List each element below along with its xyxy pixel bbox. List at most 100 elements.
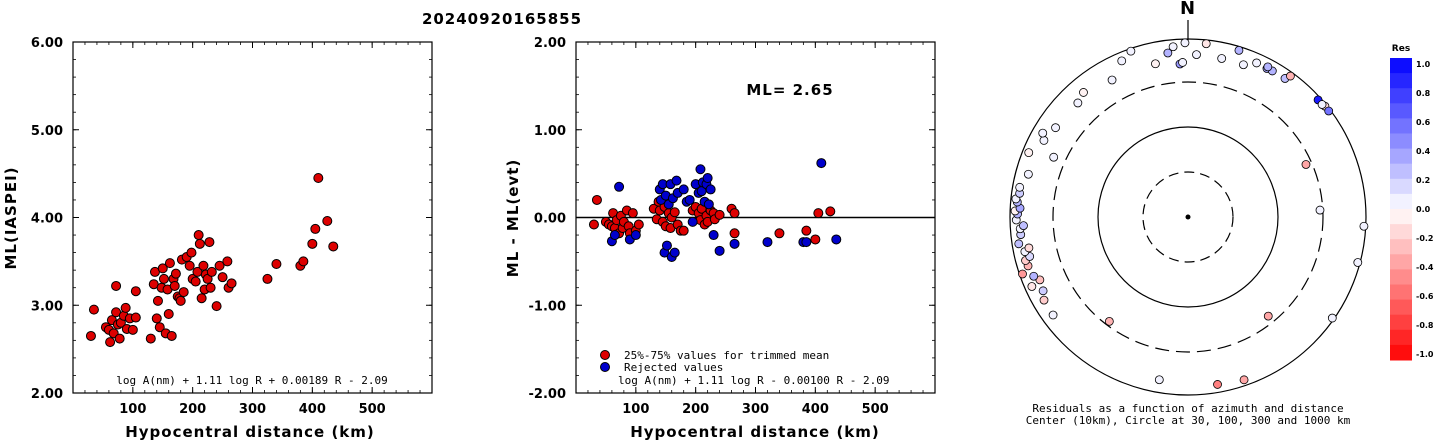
data-point [262,273,273,284]
colorbar-tick-label: 0.8 [1416,89,1431,98]
station-residual-point [1192,50,1201,60]
station-residual-point [1263,62,1273,72]
data-point [127,324,138,335]
x-tick-label: 500 [862,402,889,417]
station-residual-point [1079,88,1088,97]
data-point [154,322,165,333]
ml-distance-chart: 100 200 300 400 500 2.00 3.00 4.00 5.00 6.00 Hypo… [2,36,433,441]
data-point [214,260,225,271]
data-point [633,219,644,230]
data-point [271,259,282,270]
station-residual-point [1039,295,1049,305]
data-point [588,219,599,230]
residual-chart-formula: log A(nm) + 1.11 log R - 0.00100 R - 2.0… [618,374,890,387]
data-point [151,313,162,324]
colorbar-cell [1390,133,1412,150]
station-residual-point [1163,48,1173,58]
station-residual-point [1117,56,1127,66]
data-point [729,228,740,239]
legend-marker-trimmed [600,350,610,360]
station-residual-point [1263,311,1273,321]
colorbar-cell [1390,344,1412,361]
data-point [810,234,821,245]
data-point [226,278,237,289]
y-tick-label: 6.00 [31,36,63,51]
station-residual-point [1049,152,1059,162]
station-residual-point [1038,128,1048,138]
data-point [671,175,682,186]
colorbar-cell [1390,209,1412,225]
colorbar-cell [1390,148,1412,165]
data-point [163,309,174,320]
colorbar-tick-label: 1.0 [1416,60,1431,69]
legend-label-trimmed: 25%-75% values for trimmed mean [624,349,829,362]
ml-chart-xlabel: Hypocentral distance (km) [125,423,375,441]
colorbar-tick-label: -0.6 [1416,292,1434,301]
data-point [310,223,321,234]
event-title: 20240920165855 [422,10,582,28]
station-residual-point [1073,98,1083,108]
north-label: N [1180,0,1196,19]
data-point [204,237,215,248]
ring-30km [1142,171,1234,263]
colorbar-cell [1390,239,1412,255]
colorbar-cell [1390,103,1412,119]
colorbar-cell [1390,118,1412,134]
colorbar-cell [1390,58,1412,74]
station-residual-point [1151,59,1160,69]
data-point [166,330,177,341]
data-point [831,234,842,245]
colorbar-cell [1390,314,1412,331]
station-residual-point [1107,75,1117,85]
data-point [120,302,131,313]
data-point [678,184,689,195]
x-tick-label: 500 [359,402,386,417]
station-residual-point [1239,375,1249,385]
station-residual-point [1213,380,1222,389]
residual-distance-chart: 100 200 300 400 500 -2.00 -1.00 0.00 1.00 2.00 ML… [504,36,936,441]
station-residual-point [1027,282,1037,291]
ml-annotation: ML= 2.65 [746,81,833,99]
colorbar-cell [1390,284,1412,301]
colorbar-cell [1390,299,1412,316]
epicenter-dot [1185,214,1191,220]
data-point [801,237,812,248]
station-residual-point [1252,58,1262,68]
data-point [158,273,169,284]
station-residual-point [1301,160,1311,169]
station-residual-point [1051,123,1060,133]
ml-chart-frame [72,41,433,394]
data-point [705,184,716,195]
data-point [130,286,141,297]
station-residual-point [1217,54,1227,63]
y-tick-label: 2.00 [31,387,63,402]
data-point [190,276,201,287]
ring-1000km [1009,38,1367,396]
colorbar-tick-label: -0.2 [1416,234,1434,243]
data-point [205,282,216,293]
ring-300km [1052,81,1324,353]
station-residual-point [1359,221,1369,231]
station-residual-point [1324,106,1334,116]
data-point [816,158,827,169]
data-point [88,304,99,315]
ring-100km [1097,126,1279,308]
colorbar-tick-label: 0.6 [1416,118,1431,127]
data-point [774,228,785,239]
polar-caption-2: Center (10km), Circle at 30, 100, 300 an… [1026,414,1351,427]
data-point [714,245,725,256]
colorbar-cell [1390,193,1412,210]
data-point [729,238,740,249]
data-point [193,230,204,241]
colorbar-cell [1390,269,1412,285]
data-point [307,238,318,249]
data-point [186,247,197,258]
data-point [178,287,189,298]
data-point [111,280,122,291]
data-point [678,225,689,236]
colorbar-tick-label: 0.0 [1416,205,1431,214]
data-point [627,208,638,219]
station-residual-point [1353,258,1363,267]
residual-chart-ylabel: ML - ML(evt) [504,159,522,277]
